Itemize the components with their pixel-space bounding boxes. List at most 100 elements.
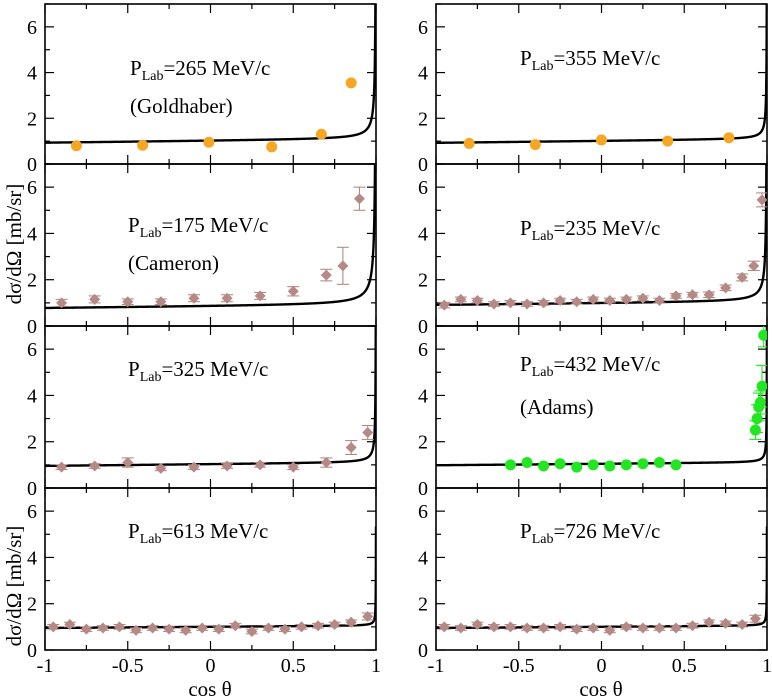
panel-annotation: PLab=235 MeV/c [520,216,660,244]
y-tick-label: 6 [27,501,37,523]
data-point [751,413,763,425]
data-point [329,619,341,631]
data-point [463,137,475,149]
data-point [720,617,732,629]
data-point [345,77,357,89]
data-point [637,622,649,634]
y-tick-label: 0 [418,316,428,338]
data-point [266,141,278,153]
data-point [587,293,599,305]
data-point [221,460,233,472]
data-point [471,619,483,631]
data-point [504,459,516,471]
data-point [703,289,715,301]
y-tick-label: 4 [27,223,37,245]
data-series [438,192,767,311]
data-point [312,620,324,632]
panel-annotation: PLab=726 MeV/c [520,519,660,547]
x-tick-label: -1 [37,655,54,677]
y-tick-label: 2 [418,108,428,130]
x-tick-label: 0.5 [281,655,306,677]
data-point [471,295,483,307]
data-point [687,289,699,301]
y-tick-label: 4 [418,385,428,407]
data-point [653,622,665,634]
y-tick-label: 2 [27,270,37,292]
data-point [130,624,142,636]
data-point [438,621,450,633]
curve-group [45,326,376,468]
y-tick-label: 4 [418,547,428,569]
data-point [320,457,332,469]
data-point [604,460,616,472]
theory-curve [436,4,767,145]
data-series [463,132,735,151]
data-point [554,295,566,307]
y-tick-label: 4 [27,547,37,569]
x-tick-label: -0.5 [112,655,144,677]
data-point [221,292,233,304]
theory-curve [45,4,376,144]
data-point [213,623,225,635]
panel-annotation: PLab=613 MeV/c [128,519,268,547]
y-tick-label: 0 [418,478,428,500]
curve-group [436,4,767,145]
data-point [337,260,349,272]
data-point [56,461,68,473]
y-tick-label: 0 [27,640,37,662]
data-point [296,621,308,633]
data-series [55,424,374,474]
y-tick-label: 6 [418,501,428,523]
data-point [596,134,607,146]
panel-annotation: PLab=355 MeV/c [520,46,660,74]
data-point [758,329,767,341]
data-point [47,621,59,633]
x-tick-label: 0.5 [672,655,697,677]
y-tick-label: 6 [418,17,428,39]
x-tick-label: 1 [762,655,772,677]
panel-frame [435,163,768,327]
data-point [554,621,566,633]
data-point [620,621,632,633]
data-point [554,458,566,470]
x-tick-label: 0 [597,655,607,677]
y-tick-label: 4 [418,63,428,85]
data-point [756,380,767,392]
y-tick-label: 2 [418,270,428,292]
theory-curve [45,326,376,468]
data-point [637,292,649,304]
panel-reference: (Cameron) [128,251,219,275]
panel-annotation: PLab=265 MeV/c [130,56,270,84]
data-series [438,613,762,636]
data-point [362,426,374,438]
data-point [455,622,467,634]
data-point [687,620,699,632]
data-point [756,194,767,206]
data-point [521,298,533,310]
data-point [455,293,467,305]
y-tick-label: 4 [27,385,37,407]
data-point [620,293,632,305]
x-axis-label-left: cos θ [188,677,231,699]
data-point [287,285,299,297]
y-tick-label: 0 [27,478,37,500]
data-point [56,297,68,309]
data-point [155,296,167,308]
data-point [438,299,450,311]
data-point [521,457,533,469]
data-point [262,622,274,634]
y-tick-label: 0 [418,640,428,662]
panel-annotation: PLab=325 MeV/c [128,357,268,385]
x-axis-label-right: cos θ [579,677,622,699]
data-point [637,458,649,470]
data-point [670,290,682,302]
panel-middle1-right: 0 2 4 6 PLab=235 MeV/c [418,163,768,338]
data-point [504,297,516,309]
y-tick-label: 2 [27,432,37,454]
theory-curve [45,164,376,310]
data-point [538,297,550,309]
data-point [571,623,583,635]
data-point [653,295,665,307]
data-point [571,296,583,308]
